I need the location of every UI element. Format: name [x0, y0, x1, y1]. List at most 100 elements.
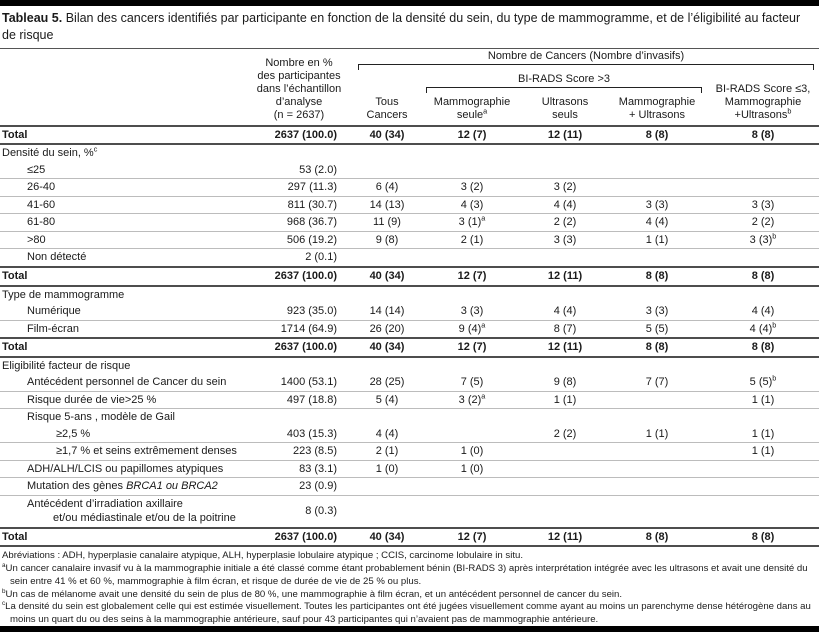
cell-tous-cancers: 9 (8): [353, 231, 421, 250]
row-label: >80: [0, 231, 245, 250]
table-title-label: Tableau 5.: [2, 11, 63, 25]
cell-tous-cancers: 5 (4): [353, 391, 421, 410]
cell-mammographie-ultrasons: 8 (8): [607, 526, 707, 548]
cell-mammographie-seule: [421, 248, 523, 268]
empty-cells: [245, 409, 819, 426]
row-label: Risque 5-ans , modèle de Gail: [27, 411, 175, 424]
cell-tous-cancers: 40 (34): [353, 124, 421, 146]
cell-tous-cancers: [353, 495, 421, 529]
row-label: 61-80: [0, 213, 245, 232]
table-header: Nombre en % des participantes dans l’échan…: [0, 49, 819, 126]
cell-tous-cancers: 40 (34): [353, 266, 421, 287]
footnotes: Abréviations : ADH, hyperplasie canalair…: [0, 547, 819, 627]
cell-mammographie-seule: 2 (1): [421, 231, 523, 250]
cell-mammographie-seule: 9 (4)a: [421, 320, 523, 339]
cell-mammographie-ultrasons: 8 (8): [607, 124, 707, 146]
cell-participants: 1400 (53.1): [245, 374, 353, 392]
header-birads-gt3-span: BI-RADS Score >3: [421, 72, 707, 95]
row-label: Mutation des gènes BRCA1 ou BRCA2: [0, 477, 245, 496]
cell-mammographie-ultrasons: [607, 248, 707, 268]
table-row: Non détecté 2 (0.1): [0, 248, 819, 268]
cell-participants: 497 (18.8): [245, 391, 353, 410]
cell-mammographie-ultrasons: 3 (3): [607, 196, 707, 215]
cell-mammographie-seule: 12 (7): [421, 124, 523, 146]
row-label: Eligibilité facteur de risque: [2, 359, 131, 372]
footnote-c: cLa densité du sein est globalement cell…: [2, 600, 811, 625]
section-row: Eligibilité facteur de risque: [0, 357, 819, 375]
cell-participants: 2637 (100.0): [245, 266, 353, 287]
cell-birads-le3: 4 (4): [707, 303, 819, 321]
cell-birads-le3: 5 (5)b: [707, 374, 819, 392]
cell-ultrasons-seuls: [523, 477, 607, 496]
row-label: Non détecté: [0, 248, 245, 268]
cell-mammographie-seule: [421, 425, 523, 444]
cell-tous-cancers: 14 (14): [353, 303, 421, 321]
header-mammographie-ultrasons: Mammographie + Ultrasons: [618, 95, 696, 121]
table-row: ≥2,5 % 403 (15.3) 4 (4) 2 (2) 1 (1) 1 (1): [0, 425, 819, 444]
cell-ultrasons-seuls: 12 (11): [523, 266, 607, 287]
cell-ultrasons-seuls: [523, 495, 607, 529]
row-label: 26-40: [0, 178, 245, 197]
cell-mammographie-seule: 7 (5): [421, 374, 523, 392]
cell-mammographie-ultrasons: 5 (5): [607, 320, 707, 339]
total-row: Total 2637 (100.0) 40 (34) 12 (7) 12 (11) 8 (…: [0, 337, 819, 358]
cell-participants: 403 (15.3): [245, 425, 353, 444]
empty-cells: [245, 144, 819, 162]
row-label: ≤25: [0, 161, 245, 180]
cell-tous-cancers: 11 (9): [353, 213, 421, 232]
cancers-span-bracket: [358, 63, 814, 70]
cell-ultrasons-seuls: 2 (2): [523, 425, 607, 444]
cell-tous-cancers: 26 (20): [353, 320, 421, 339]
cell-mammographie-seule: 3 (2): [421, 178, 523, 197]
row-label: Total: [0, 266, 245, 287]
cell-participants: 2637 (100.0): [245, 337, 353, 358]
row-label: Total: [0, 337, 245, 358]
row-label: Densité du sein, %c: [2, 144, 98, 160]
cell-mammographie-ultrasons: [607, 178, 707, 197]
cell-birads-le3: [707, 161, 819, 180]
bottom-rule: [0, 626, 819, 632]
table-row: ≥1,7 % et seins extrêmement denses 223 (8…: [0, 442, 819, 461]
cell-ultrasons-seuls: 9 (8): [523, 374, 607, 392]
cell-mammographie-ultrasons: [607, 391, 707, 410]
cell-ultrasons-seuls: 4 (4): [523, 303, 607, 321]
cell-participants: 2 (0.1): [245, 248, 353, 268]
table-row: Antécédent d’irradiation axillaire et/ou …: [0, 495, 819, 529]
row-label: ADH/ALH/LCIS ou papillomes atypiques: [0, 460, 245, 479]
cell-birads-le3: 8 (8): [707, 337, 819, 358]
cell-ultrasons-seuls: 12 (11): [523, 526, 607, 548]
table-title-text: Bilan des cancers identifiés par partici…: [2, 11, 801, 42]
table-row: Numérique 923 (35.0) 14 (14) 3 (3) 4 (4) 3 (3…: [0, 303, 819, 321]
cell-birads-le3: 8 (8): [707, 266, 819, 287]
row-label: 41-60: [0, 196, 245, 215]
row-label: Total: [0, 526, 245, 548]
table-row: Film-écran 1714 (64.9) 26 (20) 9 (4)a 8 (7) 5…: [0, 320, 819, 339]
cell-mammographie-ultrasons: 1 (1): [607, 231, 707, 250]
cell-mammographie-seule: [421, 495, 523, 529]
table-row: ADH/ALH/LCIS ou papillomes atypiques 83 (…: [0, 460, 819, 479]
header-birads-gt3-label: BI-RADS Score >3: [517, 72, 610, 85]
cell-birads-le3: [707, 178, 819, 197]
header-empty: [0, 49, 245, 126]
cell-participants: 83 (3.1): [245, 460, 353, 479]
cell-participants: 8 (0.3): [245, 495, 353, 529]
cell-mammographie-seule: 12 (7): [421, 266, 523, 287]
empty-cells: [245, 286, 819, 304]
cell-birads-le3: [707, 477, 819, 496]
cell-mammographie-ultrasons: [607, 161, 707, 180]
cell-participants: 23 (0.9): [245, 477, 353, 496]
empty-cells: [245, 357, 819, 375]
cell-participants: 923 (35.0): [245, 303, 353, 321]
cell-mammographie-ultrasons: 3 (3): [607, 303, 707, 321]
cell-birads-le3: 1 (1): [707, 391, 819, 410]
cell-participants: 968 (36.7): [245, 213, 353, 232]
table-body: Total 2637 (100.0) 40 (34) 12 (7) 12 (11) 8 (…: [0, 124, 819, 548]
row-label: Type de mammogramme: [2, 288, 125, 301]
cell-ultrasons-seuls: [523, 161, 607, 180]
cell-ultrasons-seuls: 12 (11): [523, 337, 607, 358]
cell-participants: 506 (19.2): [245, 231, 353, 250]
cell-mammographie-ultrasons: 7 (7): [607, 374, 707, 392]
cell-participants: 1714 (64.9): [245, 320, 353, 339]
cell-mammographie-ultrasons: 8 (8): [607, 266, 707, 287]
cell-mammographie-seule: 1 (0): [421, 460, 523, 479]
